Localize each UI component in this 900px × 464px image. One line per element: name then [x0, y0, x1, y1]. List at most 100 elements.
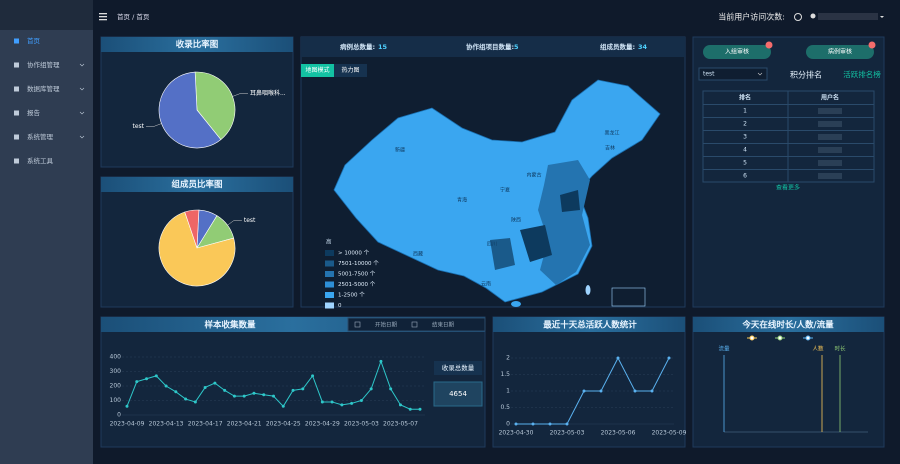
point — [164, 384, 168, 388]
badge — [765, 41, 773, 49]
point — [125, 404, 129, 408]
province-label: 陕西 — [511, 217, 521, 224]
date-end[interactable]: 结束日期 — [432, 321, 455, 329]
x-tick-label: 2023-05-03 — [550, 430, 585, 437]
y-tick-label: 0.5 — [500, 404, 510, 411]
province-label: 黑龙江 — [604, 130, 619, 137]
legend-swatch — [325, 281, 334, 288]
menu-item[interactable]: 协作组管理 — [27, 60, 60, 69]
slice-label: test — [244, 217, 256, 224]
point — [408, 407, 412, 411]
visits-label: 当前用户访问次数: — [718, 12, 785, 22]
y-tick-label: 200 — [110, 383, 122, 390]
mode-button-label[interactable]: 热力图 — [341, 66, 359, 74]
review-button[interactable] — [703, 45, 771, 59]
point — [174, 390, 178, 394]
menu-icon — [14, 134, 19, 140]
point — [531, 422, 535, 426]
x-tick-label: 2023-04-21 — [227, 421, 262, 428]
legend-label: 1-2500 个 — [338, 292, 365, 299]
select-value[interactable]: test — [703, 71, 715, 78]
menu-item[interactable]: 系统管理 — [27, 132, 54, 141]
total-value: 4654 — [449, 390, 467, 398]
point — [633, 389, 637, 393]
rank-number: 5 — [743, 160, 747, 167]
point — [340, 403, 344, 407]
point — [320, 400, 324, 404]
more-link[interactable]: 查看更多 — [776, 184, 800, 192]
tab[interactable]: 积分排名 — [790, 70, 822, 80]
point — [135, 380, 139, 384]
review-button-label[interactable]: 入组审核 — [725, 48, 749, 56]
breadcrumb[interactable]: 首页 / 首页 — [117, 12, 150, 21]
province-label: 内蒙古 — [526, 172, 541, 179]
point — [311, 374, 315, 378]
point — [514, 422, 518, 426]
y-tick-label: 400 — [110, 354, 122, 361]
point — [184, 397, 188, 401]
legend-marker — [777, 335, 783, 341]
stat-label: 组成员数量: — [600, 42, 635, 51]
panel-title: 今天在线时长/人数/流量 — [741, 320, 834, 331]
point — [548, 422, 552, 426]
menu-item[interactable]: 首页 — [27, 36, 41, 45]
avatar[interactable] — [810, 13, 816, 19]
tab[interactable]: 活跃排名榜 — [843, 69, 881, 79]
x-tick-label: 2023-04-29 — [305, 421, 340, 428]
date-start[interactable]: 开始日期 — [375, 321, 398, 329]
panel — [492, 316, 686, 448]
pie-slice — [184, 209, 200, 249]
pie-slice — [194, 71, 236, 141]
date-picker[interactable] — [347, 317, 486, 332]
mode-button-label[interactable]: 地图模式 — [305, 66, 329, 74]
point — [330, 400, 334, 404]
menu-item[interactable]: 数据库管理 — [27, 84, 60, 93]
menu-icon — [14, 62, 19, 68]
point — [242, 394, 246, 398]
review-button-label[interactable]: 病例审核 — [828, 48, 852, 56]
panel — [100, 316, 486, 448]
topbar — [93, 0, 900, 30]
point — [145, 377, 149, 381]
province-label: 四川 — [487, 242, 497, 248]
logo-area — [0, 0, 93, 30]
menu-item[interactable]: 系统工具 — [27, 156, 54, 165]
legend-swatch — [325, 302, 334, 309]
chevron — [79, 135, 85, 139]
x-tick-label: 2023-04-17 — [188, 421, 223, 428]
user-caret[interactable] — [880, 16, 884, 18]
legend-label: 7501-10000 个 — [338, 260, 379, 267]
point — [667, 356, 671, 360]
review-button[interactable] — [806, 45, 874, 59]
select[interactable] — [698, 67, 768, 81]
point — [650, 389, 654, 393]
help-icon[interactable] — [794, 13, 802, 21]
table-header: 排名 — [739, 94, 751, 102]
line — [516, 356, 670, 425]
slice-label: test — [132, 123, 144, 130]
legend-label: 0 — [338, 303, 342, 309]
menu-item[interactable]: 报告 — [27, 108, 41, 117]
legend-label: > 10000 个 — [338, 250, 370, 257]
point — [272, 394, 275, 398]
province-label: 青海 — [457, 197, 467, 204]
mode-button[interactable] — [334, 64, 367, 77]
username-blur — [818, 160, 842, 166]
point — [203, 385, 207, 389]
legend-title: 高 — [326, 238, 332, 246]
point — [301, 387, 305, 391]
leader-line — [146, 123, 162, 127]
hamburger[interactable] — [99, 13, 107, 21]
point — [369, 387, 373, 391]
point — [213, 381, 217, 385]
total-label-box — [434, 361, 482, 375]
point — [252, 391, 256, 395]
calendar-icon — [411, 321, 418, 328]
point — [262, 393, 266, 397]
legend-swatch — [325, 250, 334, 256]
panel-title: 样本收集数量 — [204, 320, 256, 331]
badge — [868, 41, 876, 49]
mode-button[interactable] — [301, 64, 334, 77]
point — [193, 400, 197, 404]
